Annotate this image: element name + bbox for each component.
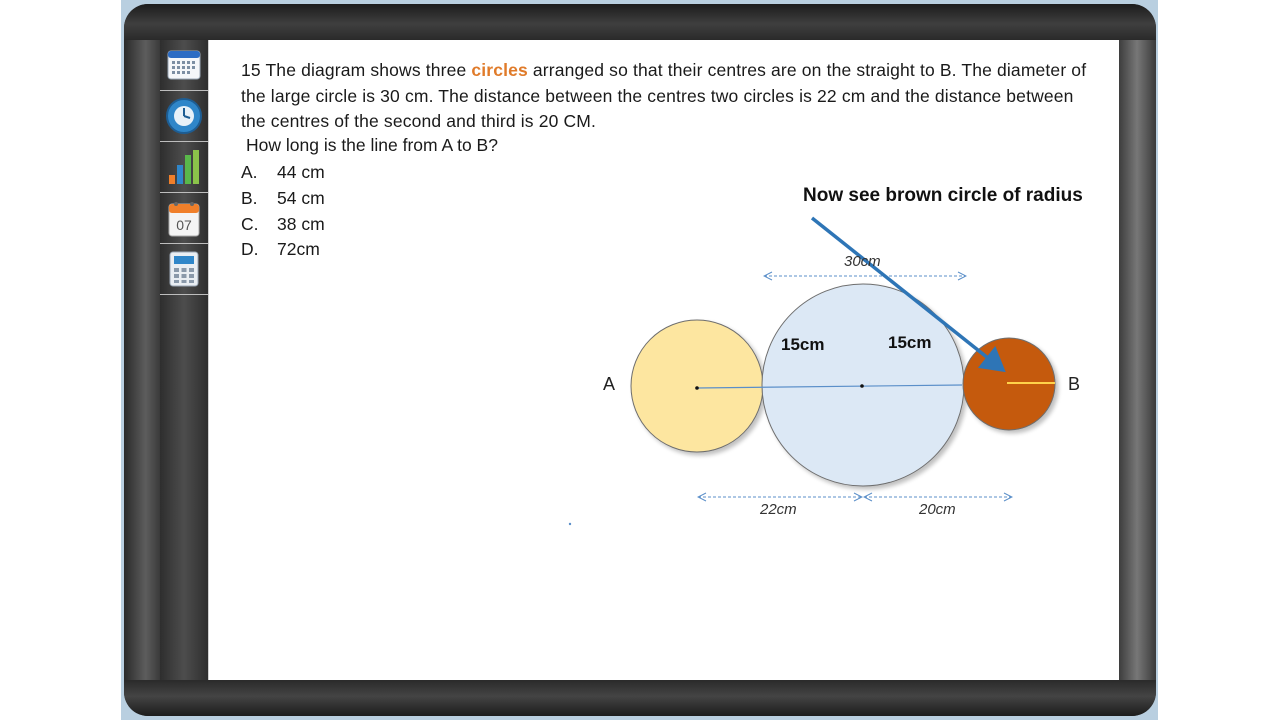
distance-2-label: 20cm [919,501,956,518]
small-yellow-circle [631,320,763,452]
point-b-label: B [1068,374,1080,395]
radius-left-label: 15cm [781,335,824,355]
distance-1-label: 22cm [760,501,797,518]
radius-right-label: 15cm [888,333,931,353]
stray-dot [569,523,571,525]
centre-dot-large [860,384,864,388]
brown-circle-note: Now see brown circle of radius [803,185,1083,207]
diameter-label: 30cm [844,253,881,270]
point-a-label: A [603,374,615,395]
centre-dot-a [695,386,699,390]
